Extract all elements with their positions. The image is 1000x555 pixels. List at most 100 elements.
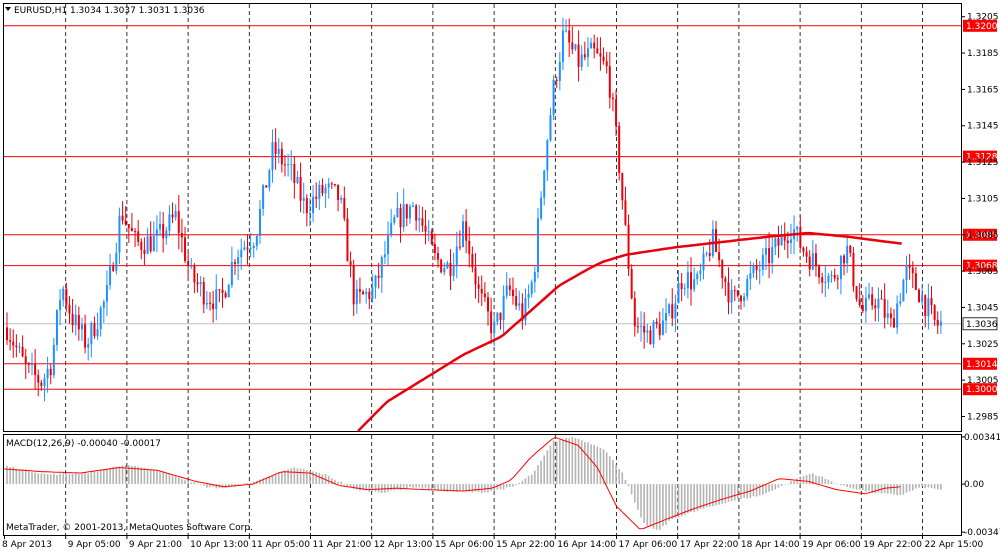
candle-bear — [224, 293, 227, 298]
candle-bear — [471, 254, 474, 268]
candle-bear — [362, 291, 365, 295]
candle-bear — [140, 241, 143, 250]
macd-bar — [521, 480, 524, 485]
candle-bull — [702, 253, 705, 271]
candle-bull — [640, 325, 643, 327]
macd-bar — [84, 472, 86, 485]
macd-bar — [612, 459, 614, 485]
candle-bull — [705, 252, 708, 254]
candle-bear — [908, 264, 911, 268]
candle-bear — [783, 234, 786, 241]
macd-bar — [762, 484, 764, 495]
level-badge — [963, 259, 997, 272]
macd-bar — [181, 479, 183, 485]
candle-bull — [758, 269, 761, 271]
candle-bear — [739, 295, 742, 302]
macd-signal-line — [3, 436, 900, 530]
candle-bull — [455, 246, 458, 266]
macd-bar — [918, 484, 920, 488]
macd-bar — [90, 471, 93, 485]
candle-bull — [443, 268, 446, 273]
macd-bar — [362, 484, 364, 491]
candle-bear — [874, 305, 877, 309]
candle-bear — [430, 231, 433, 245]
candle-bear — [814, 253, 817, 267]
current-price-label: 1.3036 — [966, 320, 998, 330]
macd-bar — [877, 484, 880, 493]
macd-bar — [249, 483, 252, 485]
macd-bar — [633, 484, 636, 503]
macd-bar — [705, 484, 708, 508]
candle-bull — [646, 330, 649, 333]
macd-bar — [502, 484, 505, 490]
candle-bull — [730, 290, 733, 303]
candle-bear — [768, 248, 771, 264]
candle-bear — [849, 245, 852, 253]
candle-bear — [855, 286, 858, 300]
macd-bar — [618, 469, 620, 485]
macd-bar — [540, 460, 542, 485]
candle-bull — [927, 298, 930, 317]
macd-bar — [327, 475, 330, 485]
macd-bar — [715, 484, 717, 506]
macd-bar — [321, 474, 324, 485]
macd-bar — [424, 484, 427, 488]
candle-bear — [577, 44, 580, 67]
level-badge — [963, 150, 997, 163]
macd-bar — [177, 477, 180, 485]
macd-bar — [315, 472, 318, 485]
candle-bull — [418, 218, 421, 221]
macd-bar — [18, 469, 21, 485]
candle-bear — [521, 303, 524, 321]
macd-bar — [415, 484, 417, 488]
macd-bar — [274, 474, 277, 485]
candle-bull — [199, 282, 202, 285]
macd-y-tick-label: 0.00 — [964, 480, 984, 490]
macd-bar — [852, 484, 855, 489]
candle-bear — [593, 42, 596, 49]
x-tick-label: 17 Apr 06:00 — [619, 540, 678, 550]
candle-bull — [558, 61, 561, 81]
candle-bear — [137, 231, 140, 242]
y-tick-label: 1.3105 — [967, 194, 999, 204]
macd-bar — [409, 484, 411, 487]
macd-bar — [174, 475, 177, 485]
candle-bull — [159, 223, 162, 230]
macd-bar — [655, 484, 658, 530]
candle-bull — [683, 288, 686, 290]
candle-bull — [549, 115, 552, 141]
macd-bar — [21, 469, 24, 485]
macd-bar — [356, 484, 358, 490]
y-tick-label: 1.3025 — [967, 340, 999, 350]
macd-bar — [546, 450, 549, 485]
symbol-menu-icon[interactable] — [5, 7, 11, 11]
macd-bar — [940, 484, 942, 490]
candle-bull — [902, 280, 905, 302]
candle-bull — [652, 321, 655, 345]
macd-bar — [121, 465, 124, 485]
candle-bull — [318, 184, 321, 199]
candle-bear — [671, 304, 674, 319]
candle-bull — [374, 275, 377, 288]
macd-bar — [124, 465, 127, 485]
candle-bull — [921, 295, 924, 303]
macd-bar — [662, 484, 664, 527]
macd-bar — [455, 484, 458, 492]
y-tick-label: 1.3125 — [967, 158, 999, 168]
candle-bear — [6, 327, 8, 341]
macd-bar — [9, 467, 11, 485]
macd-bar — [190, 482, 193, 485]
candle-bear — [127, 224, 130, 229]
macd-bar — [137, 466, 139, 485]
candle-bear — [833, 275, 836, 279]
macd-bar — [699, 484, 702, 510]
candle-bull — [243, 247, 246, 250]
candle-bull — [877, 298, 880, 309]
macd-bar — [490, 484, 492, 492]
candle-bull — [380, 257, 383, 278]
candle-bull — [524, 297, 527, 321]
macd-bar — [334, 479, 336, 485]
macd-bar — [377, 484, 380, 493]
macd-bar — [915, 484, 917, 489]
macd-bar — [340, 482, 342, 485]
